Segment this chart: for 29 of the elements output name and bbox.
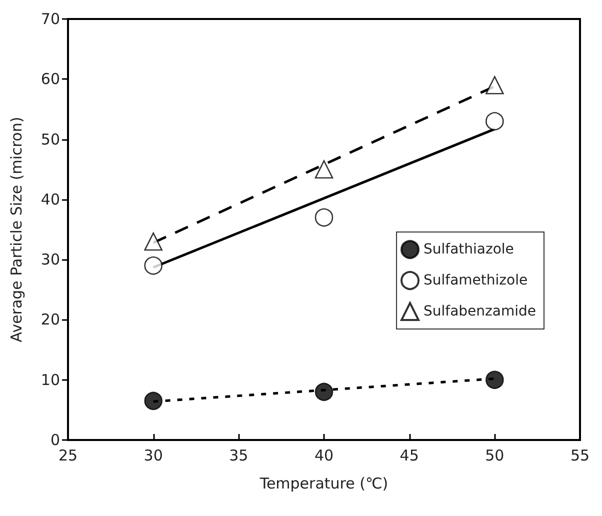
y-tick-label: 50 [40, 130, 60, 148]
y-tick-label: 30 [40, 250, 60, 269]
x-tick-label: 30 [144, 446, 163, 464]
y-axis-title: Average Particle Size (micron) [8, 116, 26, 342]
y-tick-label: 40 [40, 190, 60, 208]
point [486, 112, 504, 130]
x-axis-title: Temperature (℃) [258, 474, 388, 492]
point [144, 256, 162, 275]
legend-label: Sulfamethizole [424, 272, 528, 288]
point [144, 392, 162, 410]
legend-label: Sulfathiazole [424, 242, 514, 258]
point [486, 76, 504, 94]
x-tick-label: 40 [314, 446, 334, 464]
point [144, 232, 162, 251]
point [314, 208, 334, 227]
legend-label: Sulfabenzamide [424, 304, 536, 320]
x-tick-label: 55 [570, 446, 590, 464]
y-tick-label: 10 [40, 370, 60, 389]
point [314, 382, 334, 402]
y-tick-label: 60 [40, 70, 60, 88]
x-tick-label: 45 [400, 446, 419, 464]
y-tick-label: 70 [40, 10, 60, 28]
x-tick-label: 35 [229, 446, 248, 464]
x-tick-label: 25 [58, 446, 78, 464]
y-tick-label: 0 [50, 431, 60, 449]
point [314, 160, 334, 179]
point [486, 370, 504, 389]
y-tick-label: 20 [40, 310, 60, 329]
x-tick-label: 50 [485, 446, 504, 464]
